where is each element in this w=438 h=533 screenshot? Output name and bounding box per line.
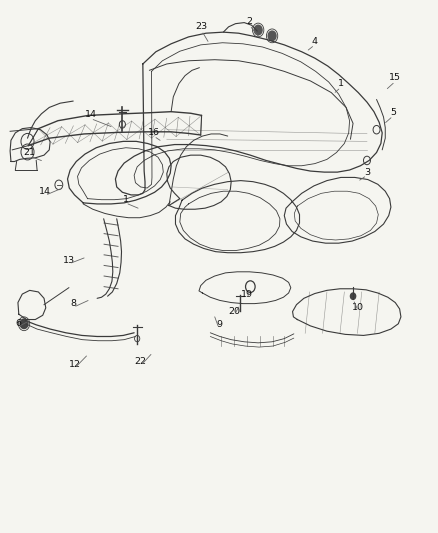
Text: 1: 1 (123, 195, 128, 204)
Text: 3: 3 (364, 167, 370, 176)
Text: 19: 19 (241, 290, 253, 299)
Circle shape (350, 293, 356, 300)
Text: 14: 14 (39, 187, 51, 196)
Text: 12: 12 (68, 360, 81, 369)
Text: 13: 13 (63, 256, 75, 265)
Text: 10: 10 (352, 303, 364, 312)
Text: 4: 4 (312, 37, 318, 46)
Text: 21: 21 (24, 148, 35, 157)
Circle shape (254, 25, 262, 35)
Text: 14: 14 (85, 110, 97, 119)
Text: 8: 8 (70, 299, 76, 308)
Text: 23: 23 (195, 22, 208, 31)
Circle shape (268, 31, 276, 41)
Text: 9: 9 (216, 320, 222, 329)
Text: 6: 6 (15, 319, 21, 328)
Text: 1: 1 (338, 79, 344, 88)
Text: 2: 2 (247, 17, 252, 26)
Text: 20: 20 (228, 307, 240, 316)
Text: 5: 5 (390, 108, 396, 117)
Text: 22: 22 (134, 358, 147, 367)
Text: 15: 15 (389, 73, 401, 82)
Text: 16: 16 (148, 128, 160, 137)
Circle shape (20, 319, 28, 328)
